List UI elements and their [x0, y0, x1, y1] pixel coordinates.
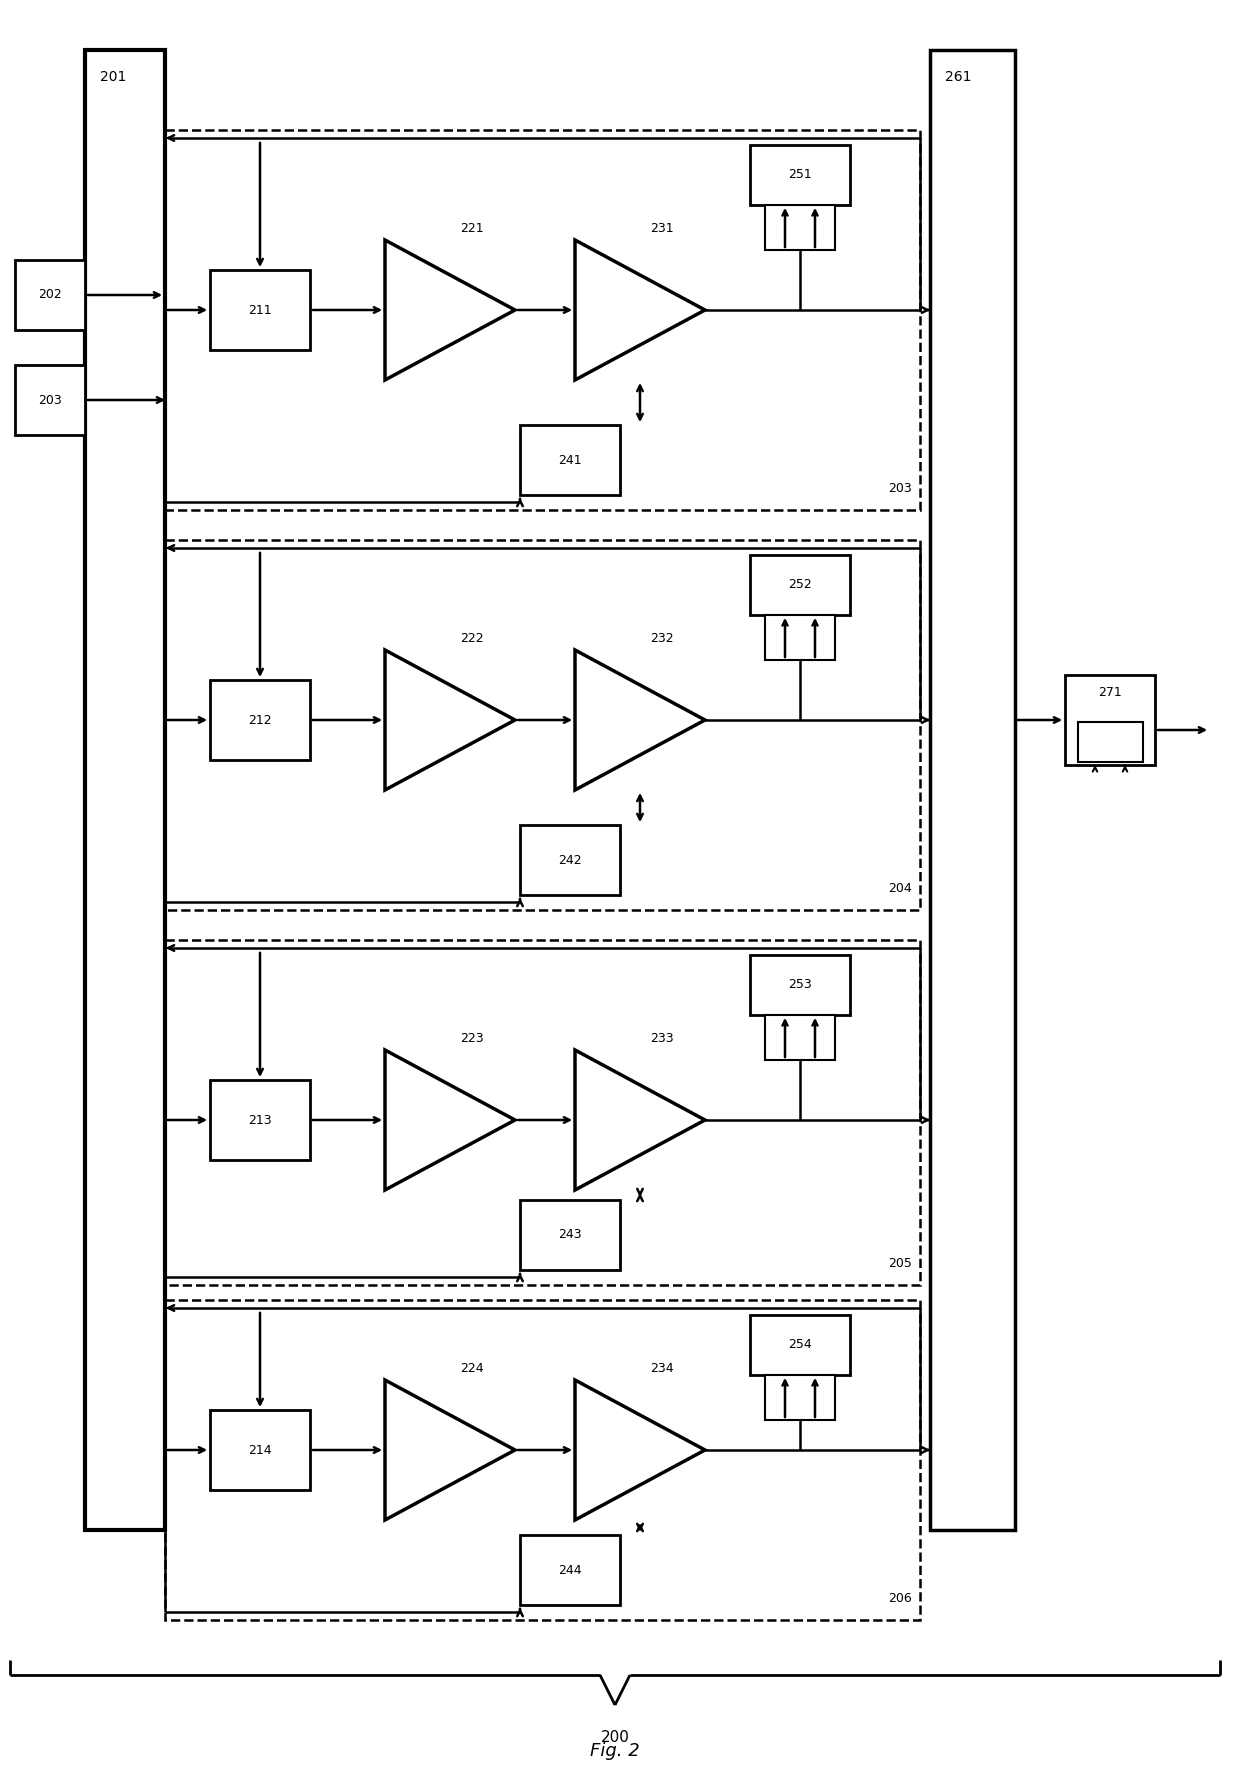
Bar: [750, 145, 849, 206]
Text: 233: 233: [650, 1031, 673, 1045]
Polygon shape: [384, 1380, 515, 1520]
Bar: [165, 939, 920, 1285]
Text: 223: 223: [460, 1031, 484, 1045]
Text: 253: 253: [789, 978, 812, 992]
Polygon shape: [575, 239, 706, 379]
Text: 244: 244: [558, 1563, 582, 1577]
Text: 201: 201: [100, 71, 126, 83]
Bar: [765, 1375, 835, 1419]
Text: 214: 214: [248, 1444, 272, 1457]
Text: 241: 241: [558, 454, 582, 466]
Bar: [210, 269, 310, 351]
Text: 206: 206: [888, 1591, 911, 1605]
Text: 204: 204: [888, 882, 911, 895]
Text: 205: 205: [888, 1256, 911, 1271]
Bar: [15, 365, 86, 434]
Text: 224: 224: [460, 1363, 484, 1375]
Text: 212: 212: [248, 714, 272, 727]
Text: 242: 242: [558, 854, 582, 867]
Text: 271: 271: [1099, 686, 1122, 700]
Polygon shape: [384, 1051, 515, 1191]
Text: 213: 213: [248, 1113, 272, 1127]
Bar: [15, 260, 86, 330]
Bar: [930, 50, 1016, 1529]
Bar: [1065, 675, 1154, 766]
Text: 202: 202: [38, 289, 62, 301]
Bar: [765, 1015, 835, 1060]
Polygon shape: [384, 239, 515, 379]
Bar: [210, 1079, 310, 1161]
Text: 252: 252: [789, 578, 812, 592]
Bar: [750, 955, 849, 1015]
Bar: [210, 680, 310, 760]
Bar: [165, 129, 920, 510]
Polygon shape: [575, 1380, 706, 1520]
Bar: [765, 615, 835, 659]
Bar: [520, 425, 620, 494]
Bar: [165, 540, 920, 911]
Polygon shape: [575, 1051, 706, 1191]
Bar: [520, 1535, 620, 1605]
Bar: [165, 1301, 920, 1620]
Text: 261: 261: [945, 71, 971, 83]
Text: 231: 231: [650, 222, 673, 236]
Polygon shape: [384, 650, 515, 790]
Text: 251: 251: [789, 168, 812, 181]
Text: 203: 203: [38, 393, 62, 406]
Polygon shape: [575, 650, 706, 790]
Text: 203: 203: [888, 482, 911, 494]
Text: Fig. 2: Fig. 2: [590, 1742, 640, 1760]
Text: 222: 222: [460, 633, 484, 645]
Text: 243: 243: [558, 1228, 582, 1242]
Text: 200: 200: [600, 1729, 630, 1745]
Bar: [765, 206, 835, 250]
Text: 232: 232: [650, 633, 673, 645]
Text: 221: 221: [460, 222, 484, 236]
Bar: [210, 1411, 310, 1490]
Bar: [750, 555, 849, 615]
Text: 211: 211: [248, 303, 272, 317]
Bar: [86, 50, 165, 1529]
Bar: [520, 1200, 620, 1271]
Bar: [750, 1315, 849, 1375]
Text: 254: 254: [789, 1338, 812, 1352]
Bar: [1078, 721, 1142, 762]
Text: 234: 234: [650, 1363, 673, 1375]
Bar: [520, 826, 620, 895]
